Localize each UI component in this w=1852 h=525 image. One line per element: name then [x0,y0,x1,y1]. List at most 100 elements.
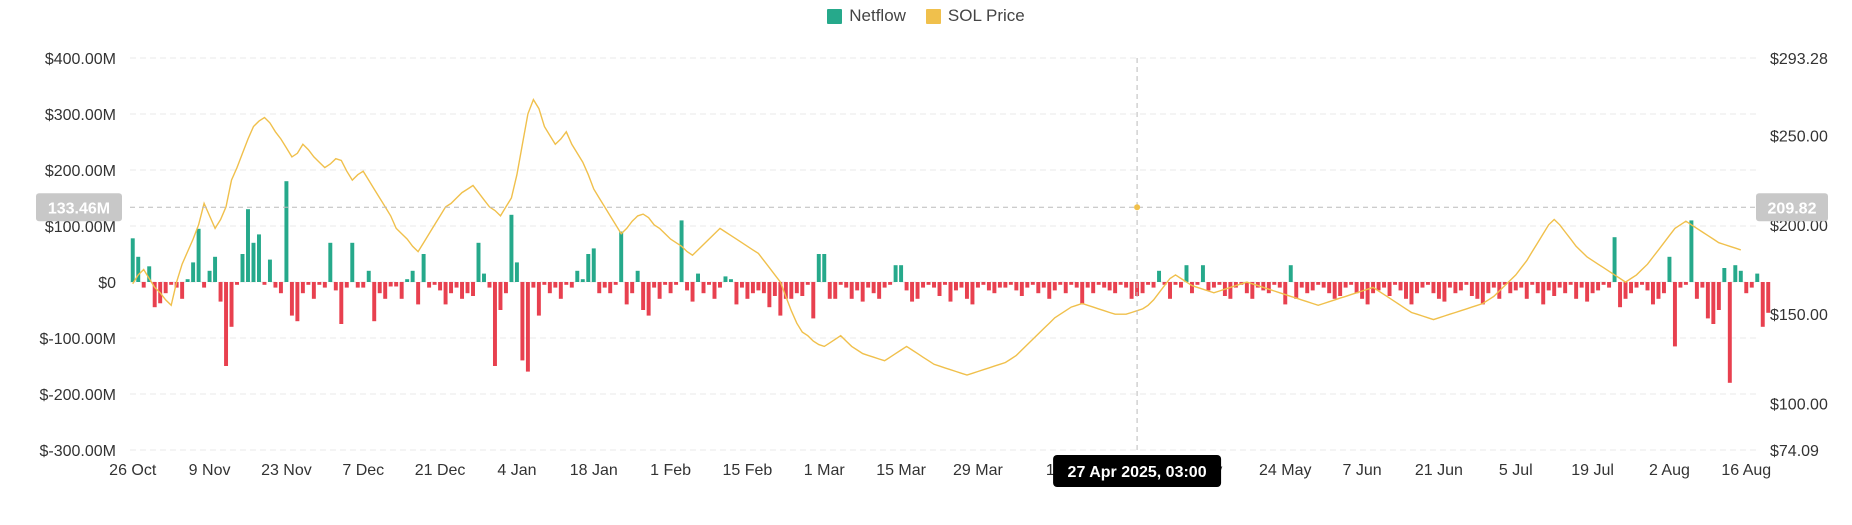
netflow-bar [300,282,305,294]
x-tick-label: 15 Mar [876,462,926,479]
netflow-bar [1321,282,1326,288]
netflow-bar [1442,282,1447,302]
netflow-bar [1184,265,1189,282]
netflow-bar [432,282,437,285]
netflow-bar [399,282,404,299]
netflow-bar [800,282,805,296]
netflow-bar [163,282,168,294]
netflow-bar [1113,282,1118,294]
netflow-bar [663,282,668,285]
netflow-bar [454,282,459,288]
netflow-bar [811,282,816,319]
netflow-bar [207,270,212,282]
netflow-bar [1354,282,1359,294]
netflow-bar [624,282,629,305]
netflow-bar [1447,282,1452,288]
netflow-bar [262,282,267,285]
netflow-bar [1393,282,1398,285]
netflow-bar [383,282,388,299]
netflow-bar [1019,282,1024,296]
netflow-bar [756,282,761,291]
netflow-bar [136,256,141,282]
netflow-bar [1420,282,1425,288]
netflow-bar [405,279,410,282]
netflow-bar [278,282,283,294]
netflow-bar [712,282,717,299]
netflow-bar [1678,282,1683,288]
netflow-bar [1250,282,1255,299]
netflow-bar [1003,282,1008,288]
netflow-bar [1349,282,1354,285]
netflow-bar [1738,270,1743,282]
netflow-bar [1338,282,1343,296]
left-tick-label: $100.00M [45,219,116,236]
netflow-bar [1640,282,1644,285]
netflow-bar [1530,282,1535,285]
chart-legend: Netflow SOL Price [0,6,1852,26]
netflow-bar [1091,282,1096,294]
netflow-bar [750,282,755,294]
netflow-bar [1151,282,1156,288]
netflow-bar [838,282,843,285]
netflow-bar [339,282,344,324]
netflow-bar [152,282,157,308]
netflow-bar [882,282,887,288]
date-tooltip [1053,455,1222,487]
netflow-bar [509,214,514,282]
netflow-bar [1217,282,1222,285]
netflow-bar [273,282,278,288]
netflow-bar [1623,282,1628,299]
left-value-badge [36,193,122,222]
sol-price-swatch-icon [925,8,941,24]
netflow-bar [333,282,338,291]
netflow-bar [1118,282,1123,285]
netflow-bar [805,282,810,285]
netflow-bar [257,234,261,282]
netflow-bar [229,282,234,327]
netflow-bar [213,256,218,282]
netflow-bar [602,282,607,288]
x-tick-label: 19 Jul [1571,462,1614,479]
netflow-bar [235,282,239,285]
x-tick-label: 18 Jan [570,462,618,479]
netflow-bar [608,282,613,294]
netflow-bar [822,254,827,282]
netflow-bar [443,282,448,305]
legend-item-netflow[interactable]: Netflow [827,6,906,26]
netflow-bar [449,282,454,294]
netflow-bar [591,248,596,282]
netflow-bar [718,282,722,288]
netflow-bar [767,282,772,308]
x-tick-label: 15 Feb [723,462,773,479]
netflow-bar [701,282,706,294]
netflow-bar [866,282,871,288]
netflow-bar [267,259,272,282]
netflow-bar [525,282,530,372]
netflow-bar [1299,282,1304,288]
left-tick-label: $-100.00M [40,331,117,348]
netflow-bar [1261,282,1266,291]
netflow-bar [739,282,744,288]
netflow-bar [1140,282,1145,294]
sol-price-series-line [132,98,1742,376]
netflow-bar [1519,282,1524,288]
legend-item-sol-price[interactable]: SOL Price [925,6,1025,26]
netflow-bar [130,238,135,282]
netflow-bar [657,282,662,299]
netflow-bar [1415,282,1419,294]
netflow-bar [1036,282,1041,294]
netflow-bar [1310,282,1315,291]
right-tick-label: $100.00 [1770,397,1828,414]
netflow-bar [1129,282,1134,299]
netflow-bar [553,282,558,288]
netflow-bar [1288,265,1293,282]
netflow-bar [652,282,657,288]
netflow-bar [1755,273,1760,282]
netflow-bar [1102,282,1107,288]
netflow-bar [893,265,898,282]
netflow-bar [970,282,975,305]
netflow-bar [1557,282,1562,288]
netflow-bar [992,282,997,294]
netflow-bar [921,282,926,288]
